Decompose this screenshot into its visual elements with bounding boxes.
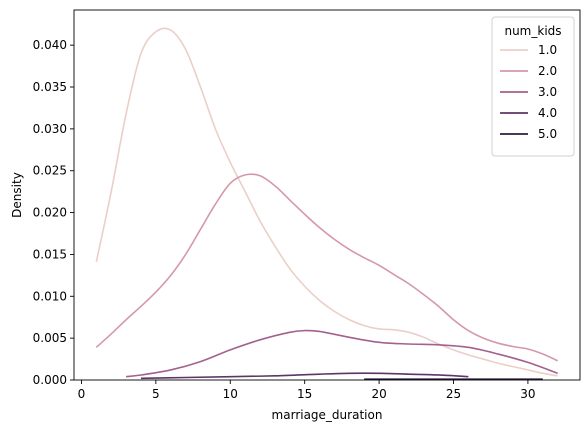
x-tick-label: 20 [371, 387, 386, 401]
series-line-1-0 [95, 27, 558, 377]
legend-label-3-0: 3.0 [538, 85, 557, 99]
y-tick-label: 0.035 [33, 80, 67, 94]
x-tick-label: 30 [520, 387, 535, 401]
legend-label-5-0: 5.0 [538, 127, 557, 141]
x-axis-ticks: 0 5 10 15 20 25 30 [78, 380, 536, 401]
x-tick-label: 25 [446, 387, 461, 401]
x-tick-label: 10 [223, 387, 238, 401]
x-tick-label: 0 [78, 387, 86, 401]
x-tick-label: 15 [297, 387, 312, 401]
legend-title: num_kids [504, 24, 561, 38]
y-tick-label: 0.005 [33, 331, 67, 345]
y-tick-label: 0.025 [33, 164, 67, 178]
y-axis-ticks: 0.000 0.005 0.010 0.015 0.020 0.025 0.030 0.035… [33, 38, 74, 387]
series-line-4-0 [140, 372, 469, 380]
legend-label-1-0: 1.0 [538, 43, 557, 57]
series-line-2-0 [95, 173, 559, 362]
legend-entries: 1.0 2.0 3.0 4.0 5.0 [500, 43, 557, 141]
legend-label-4-0: 4.0 [538, 106, 557, 120]
x-tick-label: 5 [152, 387, 160, 401]
y-tick-label: 0.020 [33, 206, 67, 220]
y-tick-label: 0.010 [33, 289, 67, 303]
legend: num_kids 1.0 2.0 3.0 4.0 5.0 [491, 16, 575, 157]
y-tick-label: 0.015 [33, 247, 67, 261]
x-axis-label: marriage_duration [272, 408, 383, 422]
y-tick-label: 0.000 [33, 373, 67, 387]
series-line-3-0 [126, 329, 558, 378]
legend-frame [491, 16, 575, 157]
y-axis-label: Density [10, 172, 24, 218]
y-tick-label: 0.040 [33, 38, 67, 52]
plot-frame [73, 9, 581, 381]
legend-label-2-0: 2.0 [538, 64, 557, 78]
y-tick-label: 0.030 [33, 122, 67, 136]
series-lines [95, 27, 559, 380]
